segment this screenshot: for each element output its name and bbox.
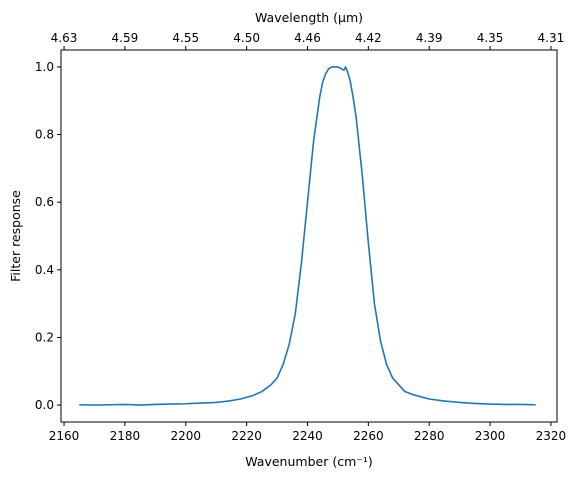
y-tick-label: 1.0 [35, 60, 54, 74]
top-x-tick-label: 4.55 [172, 31, 199, 45]
top-x-tick-label: 4.63 [51, 31, 78, 45]
y-tick-label: 0.2 [35, 330, 54, 344]
x-axis-title: Wavenumber (cm⁻¹) [245, 454, 372, 469]
x-tick-label: 2160 [49, 429, 80, 443]
filter-response-line [79, 66, 536, 406]
x-tick-label: 2200 [170, 429, 201, 443]
top-x-tick-label: 4.31 [538, 31, 565, 45]
x-tick-label: 2320 [536, 429, 567, 443]
y-tick-label: 0.8 [35, 128, 54, 142]
top-x-axis: 4.63 4.59 4.55 4.50 4.46 4.42 4.39 4.35 4.31 [51, 31, 565, 50]
x-tick-label: 2280 [414, 429, 445, 443]
y-axis: 0.0 0.2 0.4 0.6 0.8 1.0 [35, 60, 61, 412]
top-x-tick-label: 4.35 [477, 31, 504, 45]
x-tick-label: 2260 [353, 429, 384, 443]
y-tick-label: 0.0 [35, 398, 54, 412]
top-x-tick-label: 4.42 [355, 31, 382, 45]
x-tick-label: 2180 [110, 429, 141, 443]
top-x-axis-title: Wavelength (μm) [255, 10, 363, 25]
x-tick-label: 2300 [475, 429, 506, 443]
top-x-tick-label: 4.46 [294, 31, 321, 45]
top-x-tick-label: 4.59 [112, 31, 139, 45]
x-tick-label: 2240 [292, 429, 323, 443]
top-x-tick-label: 4.50 [233, 31, 260, 45]
plot-frame [60, 49, 558, 423]
y-axis-title: Filter response [8, 190, 23, 282]
x-tick-label: 2220 [231, 429, 262, 443]
top-x-tick-label: 4.39 [416, 31, 443, 45]
bottom-x-axis: 2160 2180 2200 2220 2240 2260 2280 2300 2320 [49, 422, 566, 443]
y-tick-label: 0.4 [35, 263, 54, 277]
y-tick-label: 0.6 [35, 195, 54, 209]
